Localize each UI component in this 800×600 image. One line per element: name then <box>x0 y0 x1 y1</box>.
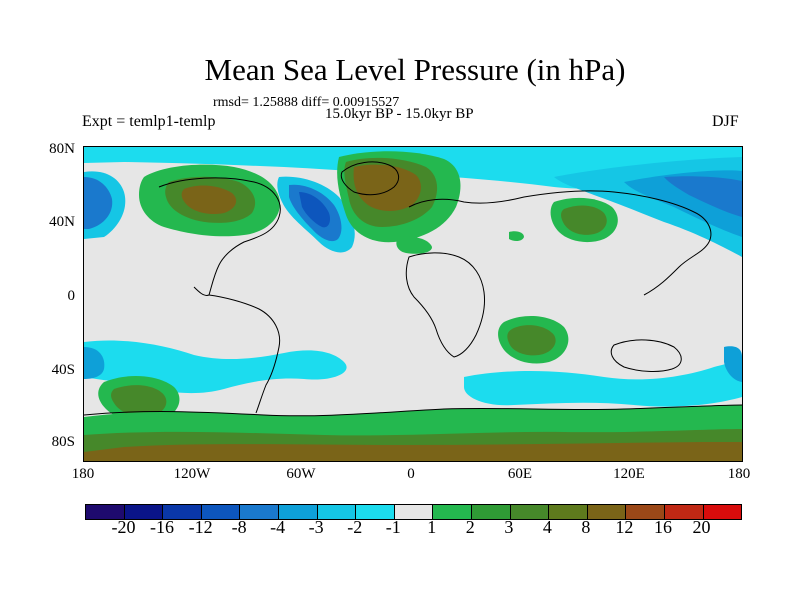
colorbar-swatch <box>86 505 125 519</box>
colorbar-label: -3 <box>308 517 324 537</box>
map-title: Mean Sea Level Pressure (in hPa) <box>204 52 626 87</box>
season-label: DJF <box>712 113 739 130</box>
colorbar-swatch <box>163 505 202 519</box>
colorbar-swatch <box>201 505 241 519</box>
experiment-label: Expt = temlp1-temlp <box>82 113 216 130</box>
colorbar-label: 16 <box>653 517 672 537</box>
lon-label-120w: 120W <box>173 466 211 482</box>
lon-label-120e: 120E <box>613 466 645 482</box>
pressure-anomaly-map <box>83 146 743 462</box>
colorbar-label: 4 <box>542 517 552 537</box>
colorbar-label: -20 <box>111 517 136 537</box>
colorbar-label: -1 <box>385 517 401 537</box>
colorbar-swatch <box>278 505 318 519</box>
colorbar-label: 3 <box>504 517 514 537</box>
lon-label-60e: 60E <box>507 466 533 482</box>
colorbar-label: -2 <box>347 517 363 537</box>
period-text: 15.0kyr BP - 15.0kyr BP <box>325 106 474 122</box>
colorbar-label: -12 <box>188 517 213 537</box>
lon-label-180w: 180 <box>71 466 95 482</box>
colorbar-label: 8 <box>581 517 591 537</box>
colorbar <box>85 504 742 520</box>
colorbar-swatch <box>433 505 472 519</box>
colorbar-label: -4 <box>270 517 286 537</box>
colorbar-swatch <box>356 505 395 519</box>
lon-label-0: 0 <box>407 466 415 482</box>
colorbar-label: 2 <box>465 517 475 537</box>
colorbar-swatch <box>549 505 588 519</box>
lat-label-80n: 80N <box>49 141 75 157</box>
colorbar-swatch <box>471 505 511 519</box>
lat-label-80s: 80S <box>51 434 75 450</box>
colorbar-swatch <box>510 505 550 519</box>
map-field <box>84 147 742 461</box>
colorbar-swatch <box>626 505 665 519</box>
colorbar-swatch <box>394 505 434 519</box>
lon-label-180e: 180 <box>727 466 751 482</box>
colorbar-swatch <box>703 505 742 519</box>
colorbar-label: 12 <box>615 517 634 537</box>
stats-text: rmsd= 1.25888 diff= 0.00915527 <box>213 95 400 110</box>
colorbar-swatch <box>317 505 357 519</box>
colorbar-label: -16 <box>150 517 175 537</box>
colorbar-swatch <box>587 505 627 519</box>
colorbar-label: 20 <box>692 517 711 537</box>
colorbar-swatch <box>664 505 704 519</box>
colorbar-swatch <box>240 505 279 519</box>
colorbar-label: 1 <box>427 517 437 537</box>
colorbar-swatch <box>124 505 164 519</box>
lat-label-40s: 40S <box>51 362 75 378</box>
lat-label-0: 0 <box>67 288 76 304</box>
colorbar-label: -8 <box>231 517 247 537</box>
lon-label-60w: 60W <box>286 466 316 482</box>
lat-label-40n: 40N <box>49 214 75 230</box>
